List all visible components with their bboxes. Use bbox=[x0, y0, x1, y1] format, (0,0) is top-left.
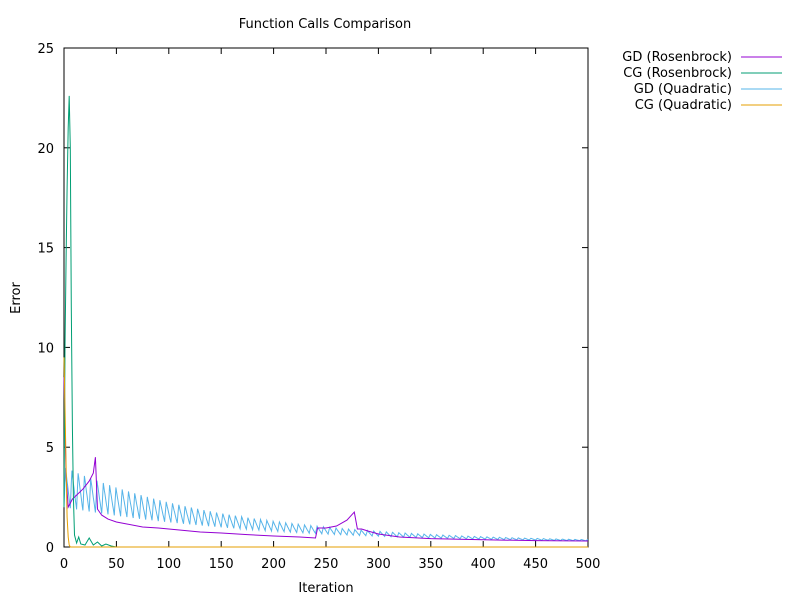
legend-label: GD (Quadratic) bbox=[634, 82, 732, 97]
x-tick-label: 50 bbox=[108, 557, 125, 572]
y-axis-label: Error bbox=[9, 282, 24, 314]
x-tick-label: 450 bbox=[523, 557, 548, 572]
y-tick-label: 5 bbox=[46, 441, 54, 456]
y-tick-label: 20 bbox=[37, 142, 54, 157]
legend: GD (Rosenbrock)CG (Rosenbrock)GD (Quadra… bbox=[622, 50, 782, 113]
plot-frame bbox=[63, 47, 589, 548]
x-tick-label: 100 bbox=[156, 557, 181, 572]
x-axis-label: Iteration bbox=[298, 581, 353, 596]
x-tick-label: 500 bbox=[576, 557, 601, 572]
x-tick-label: 150 bbox=[209, 557, 234, 572]
series-line-1 bbox=[63, 95, 588, 548]
series-line-2 bbox=[63, 467, 589, 542]
chart-title: Function Calls Comparison bbox=[239, 17, 411, 32]
x-tick-label: 0 bbox=[60, 557, 68, 572]
x-tick-label: 300 bbox=[366, 557, 391, 572]
x-tick-label: 400 bbox=[471, 557, 496, 572]
series-line-3 bbox=[63, 357, 588, 548]
x-tick-label: 250 bbox=[314, 557, 339, 572]
y-tick-label: 25 bbox=[37, 42, 54, 57]
y-tick-label: 10 bbox=[37, 341, 54, 356]
legend-label: CG (Rosenbrock) bbox=[623, 66, 732, 81]
series-layer bbox=[63, 95, 589, 548]
y-tick-label: 15 bbox=[37, 242, 54, 257]
y-tick-label: 0 bbox=[46, 541, 54, 556]
x-tick-label: 200 bbox=[261, 557, 286, 572]
legend-label: CG (Quadratic) bbox=[635, 98, 732, 113]
x-tick-label: 350 bbox=[418, 557, 443, 572]
series-line-0 bbox=[63, 377, 589, 542]
legend-label: GD (Rosenbrock) bbox=[622, 50, 732, 65]
axis-ticks: 0 50 100 150 200 250 300 350 400 450 500 0 5 10 15 20 25 bbox=[37, 42, 600, 572]
